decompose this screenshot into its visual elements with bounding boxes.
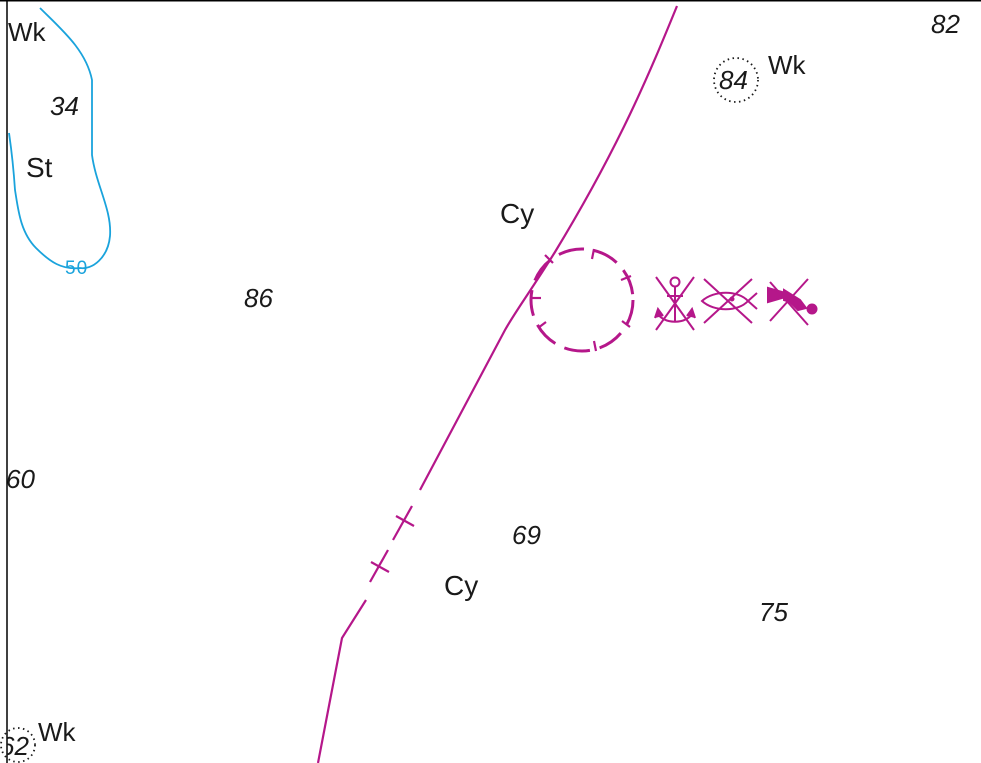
sounding-69: 69 — [512, 520, 541, 550]
no-anchoring-icon — [654, 276, 696, 331]
boundary-line-lower — [316, 599, 367, 763]
no-fishing-icon — [700, 278, 758, 324]
sounding-75: 75 — [759, 597, 788, 627]
depth-contour-50 — [8, 7, 111, 270]
wreck-danger-ring-62 — [0, 727, 36, 763]
wreck-danger-ring-84 — [713, 57, 759, 103]
sounding-60: 60 — [6, 464, 35, 494]
sounding-86: 86 — [244, 283, 273, 313]
boundary-line-upper — [419, 5, 679, 491]
contour-depth-label: 50 — [65, 258, 89, 279]
seabed-stones: St — [26, 152, 53, 183]
boundary-tick-1 — [395, 515, 415, 527]
seabed-clay-lower: Cy — [444, 570, 479, 601]
seabed-clay-upper: Cy — [500, 198, 535, 229]
boundary-tick-2 — [370, 561, 390, 573]
wreck-label-bottom-left: Wk — [38, 717, 76, 747]
sounding-62: 62 — [0, 731, 29, 761]
sounding-84: 84 — [719, 65, 748, 95]
no-diving-icon — [767, 278, 818, 326]
wreck-label-top-right: Wk — [768, 50, 806, 80]
sounding-34: 34 — [50, 91, 79, 121]
wreck-label-top-left: Wk — [8, 17, 46, 47]
boundary-dash-1 — [392, 505, 413, 541]
sounding-82: 82 — [931, 9, 960, 39]
restricted-area-circle-icon — [529, 247, 635, 353]
